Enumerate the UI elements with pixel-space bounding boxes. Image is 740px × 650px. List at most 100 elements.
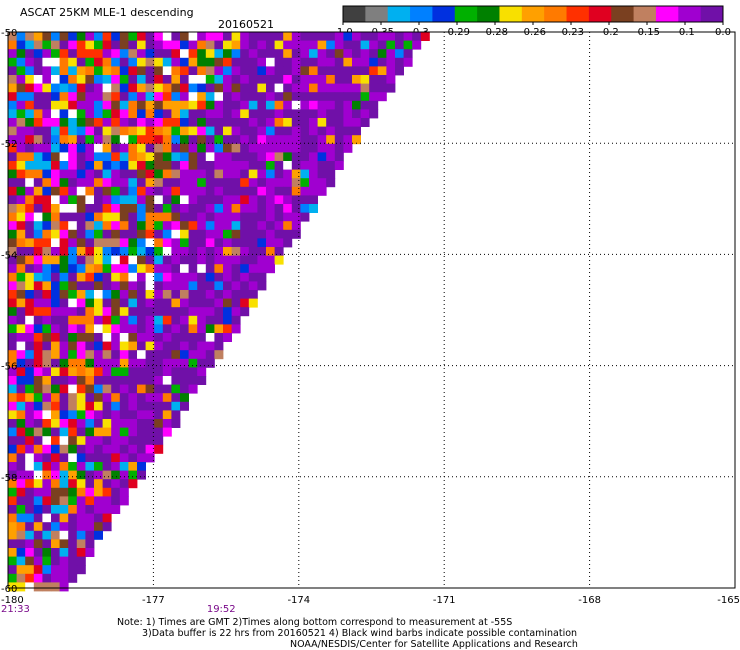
heatmap-cell xyxy=(188,186,198,196)
heatmap-cell xyxy=(197,161,207,170)
heatmap-cell xyxy=(128,453,138,463)
heatmap-cell xyxy=(33,126,43,136)
heatmap-cell xyxy=(85,496,95,506)
heatmap-cell xyxy=(51,152,60,162)
heatmap-cell xyxy=(300,212,310,222)
heatmap-cell xyxy=(42,100,52,110)
heatmap-cell xyxy=(94,333,103,342)
heatmap-cell xyxy=(25,470,35,480)
heatmap-cell xyxy=(257,143,267,153)
heatmap-cell xyxy=(42,350,52,360)
heatmap-cell xyxy=(137,470,146,480)
heatmap-cell xyxy=(33,204,43,213)
heatmap-cell xyxy=(257,100,267,110)
heatmap-cell xyxy=(291,100,301,110)
heatmap-cell xyxy=(51,100,60,110)
heatmap-cell xyxy=(171,161,181,170)
heatmap-cell xyxy=(25,393,35,403)
heatmap-cell xyxy=(68,496,78,506)
heatmap-cell xyxy=(76,118,86,127)
heatmap-cell xyxy=(223,272,232,282)
heatmap-cell xyxy=(231,186,241,196)
heatmap-cell xyxy=(51,255,60,265)
heatmap-cell xyxy=(33,255,43,265)
heatmap-cell xyxy=(188,57,198,67)
heatmap-cell xyxy=(162,393,172,403)
heatmap-cell xyxy=(16,272,26,282)
heatmap-cell xyxy=(119,186,129,196)
heatmap-cell xyxy=(59,178,69,188)
heatmap-cell xyxy=(248,66,258,76)
heatmap-cell xyxy=(188,298,198,308)
heatmap-cell xyxy=(33,479,43,489)
heatmap-cell xyxy=(188,376,198,385)
heatmap-cell xyxy=(68,333,78,342)
heatmap-cell xyxy=(111,221,121,231)
heatmap-cell xyxy=(42,109,52,119)
heatmap-cell xyxy=(33,376,43,385)
heatmap-cell xyxy=(33,462,43,471)
heatmap-cell xyxy=(283,169,293,179)
heatmap-cell xyxy=(231,307,241,317)
heatmap-cell xyxy=(51,358,60,368)
heatmap-cell xyxy=(334,40,344,50)
heatmap-cell xyxy=(283,66,293,76)
heatmap-cell xyxy=(162,367,172,377)
heatmap-cell xyxy=(403,32,413,41)
heatmap-cell xyxy=(300,169,310,179)
heatmap-cell xyxy=(145,290,155,299)
heatmap-cell xyxy=(8,100,17,110)
heatmap-cell xyxy=(240,264,250,274)
heatmap-cell xyxy=(76,109,86,119)
heatmap-cell xyxy=(274,75,284,84)
heatmap-cell xyxy=(334,75,344,84)
heatmap-cell xyxy=(59,255,69,265)
heatmap-cell xyxy=(111,100,121,110)
heatmap-cell xyxy=(85,178,95,188)
heatmap-cell xyxy=(231,212,241,222)
heatmap-cell xyxy=(16,100,26,110)
heatmap-cell xyxy=(137,307,146,317)
heatmap-cell xyxy=(214,315,224,325)
heatmap-cell xyxy=(128,75,138,84)
heatmap-cell xyxy=(309,143,318,153)
heatmap-cell xyxy=(248,118,258,127)
heatmap-cell xyxy=(102,333,112,342)
heatmap-cell xyxy=(154,126,164,136)
heatmap-cell xyxy=(68,513,78,523)
heatmap-cell xyxy=(111,324,121,334)
heatmap-cell xyxy=(223,126,232,136)
heatmap-cell xyxy=(309,195,318,205)
heatmap-cell xyxy=(102,419,112,428)
heatmap-cell xyxy=(59,272,69,282)
heatmap-cell xyxy=(94,513,103,523)
heatmap-cell xyxy=(197,92,207,102)
heatmap-cell xyxy=(145,143,155,153)
heatmap-cell xyxy=(94,75,103,84)
heatmap-cell xyxy=(59,315,69,325)
heatmap-cell xyxy=(145,410,155,420)
heatmap-cell xyxy=(33,436,43,446)
heatmap-cell xyxy=(162,401,172,411)
heatmap-cell xyxy=(214,324,224,334)
heatmap-cell xyxy=(8,444,17,454)
heatmap-cell xyxy=(369,75,379,84)
heatmap-cell xyxy=(59,221,69,231)
heatmap-cell xyxy=(94,453,103,463)
heatmap-cell xyxy=(94,350,103,360)
heatmap-cell xyxy=(119,436,129,446)
heatmap-cell xyxy=(137,40,146,50)
heatmap-cell xyxy=(266,118,275,127)
heatmap-cell xyxy=(248,186,258,196)
heatmap-cell xyxy=(300,178,310,188)
heatmap-cell xyxy=(145,324,155,334)
heatmap-cell xyxy=(76,376,86,385)
heatmap-cell xyxy=(59,264,69,274)
heatmap-cell xyxy=(42,419,52,428)
heatmap-cell xyxy=(154,143,164,153)
x-tick-label: -165 xyxy=(717,595,740,606)
heatmap-cell xyxy=(16,548,26,557)
heatmap-cell xyxy=(240,161,250,170)
heatmap-cell xyxy=(16,315,26,325)
heatmap-cell xyxy=(300,126,310,136)
